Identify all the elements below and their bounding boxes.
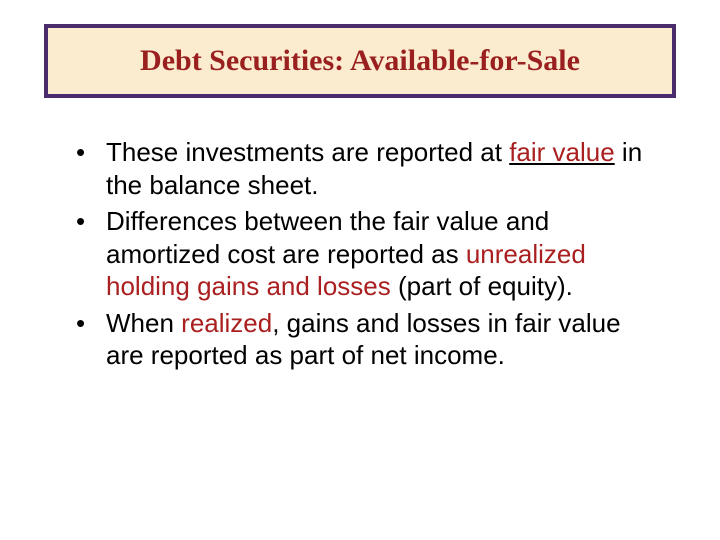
bullet-item: These investments are reported at fair v… <box>70 136 660 201</box>
bullet-list: These investments are reported at fair v… <box>70 136 660 372</box>
bullet-content: These investments are reported at fair v… <box>70 136 660 376</box>
bullet-text-post: (part of equity). <box>391 271 573 301</box>
bullet-highlight: fair value <box>509 137 615 167</box>
title-box: Debt Securities: Available-for-Sale <box>44 24 676 98</box>
slide-title: Debt Securities: Available-for-Sale <box>140 44 580 78</box>
bullet-item: Differences between the fair value and a… <box>70 205 660 303</box>
bullet-highlight: realized <box>181 308 272 338</box>
bullet-item: When realized, gains and losses in fair … <box>70 307 660 372</box>
bullet-text-pre: These investments are reported at <box>106 137 509 167</box>
bullet-text-pre: When <box>106 308 181 338</box>
